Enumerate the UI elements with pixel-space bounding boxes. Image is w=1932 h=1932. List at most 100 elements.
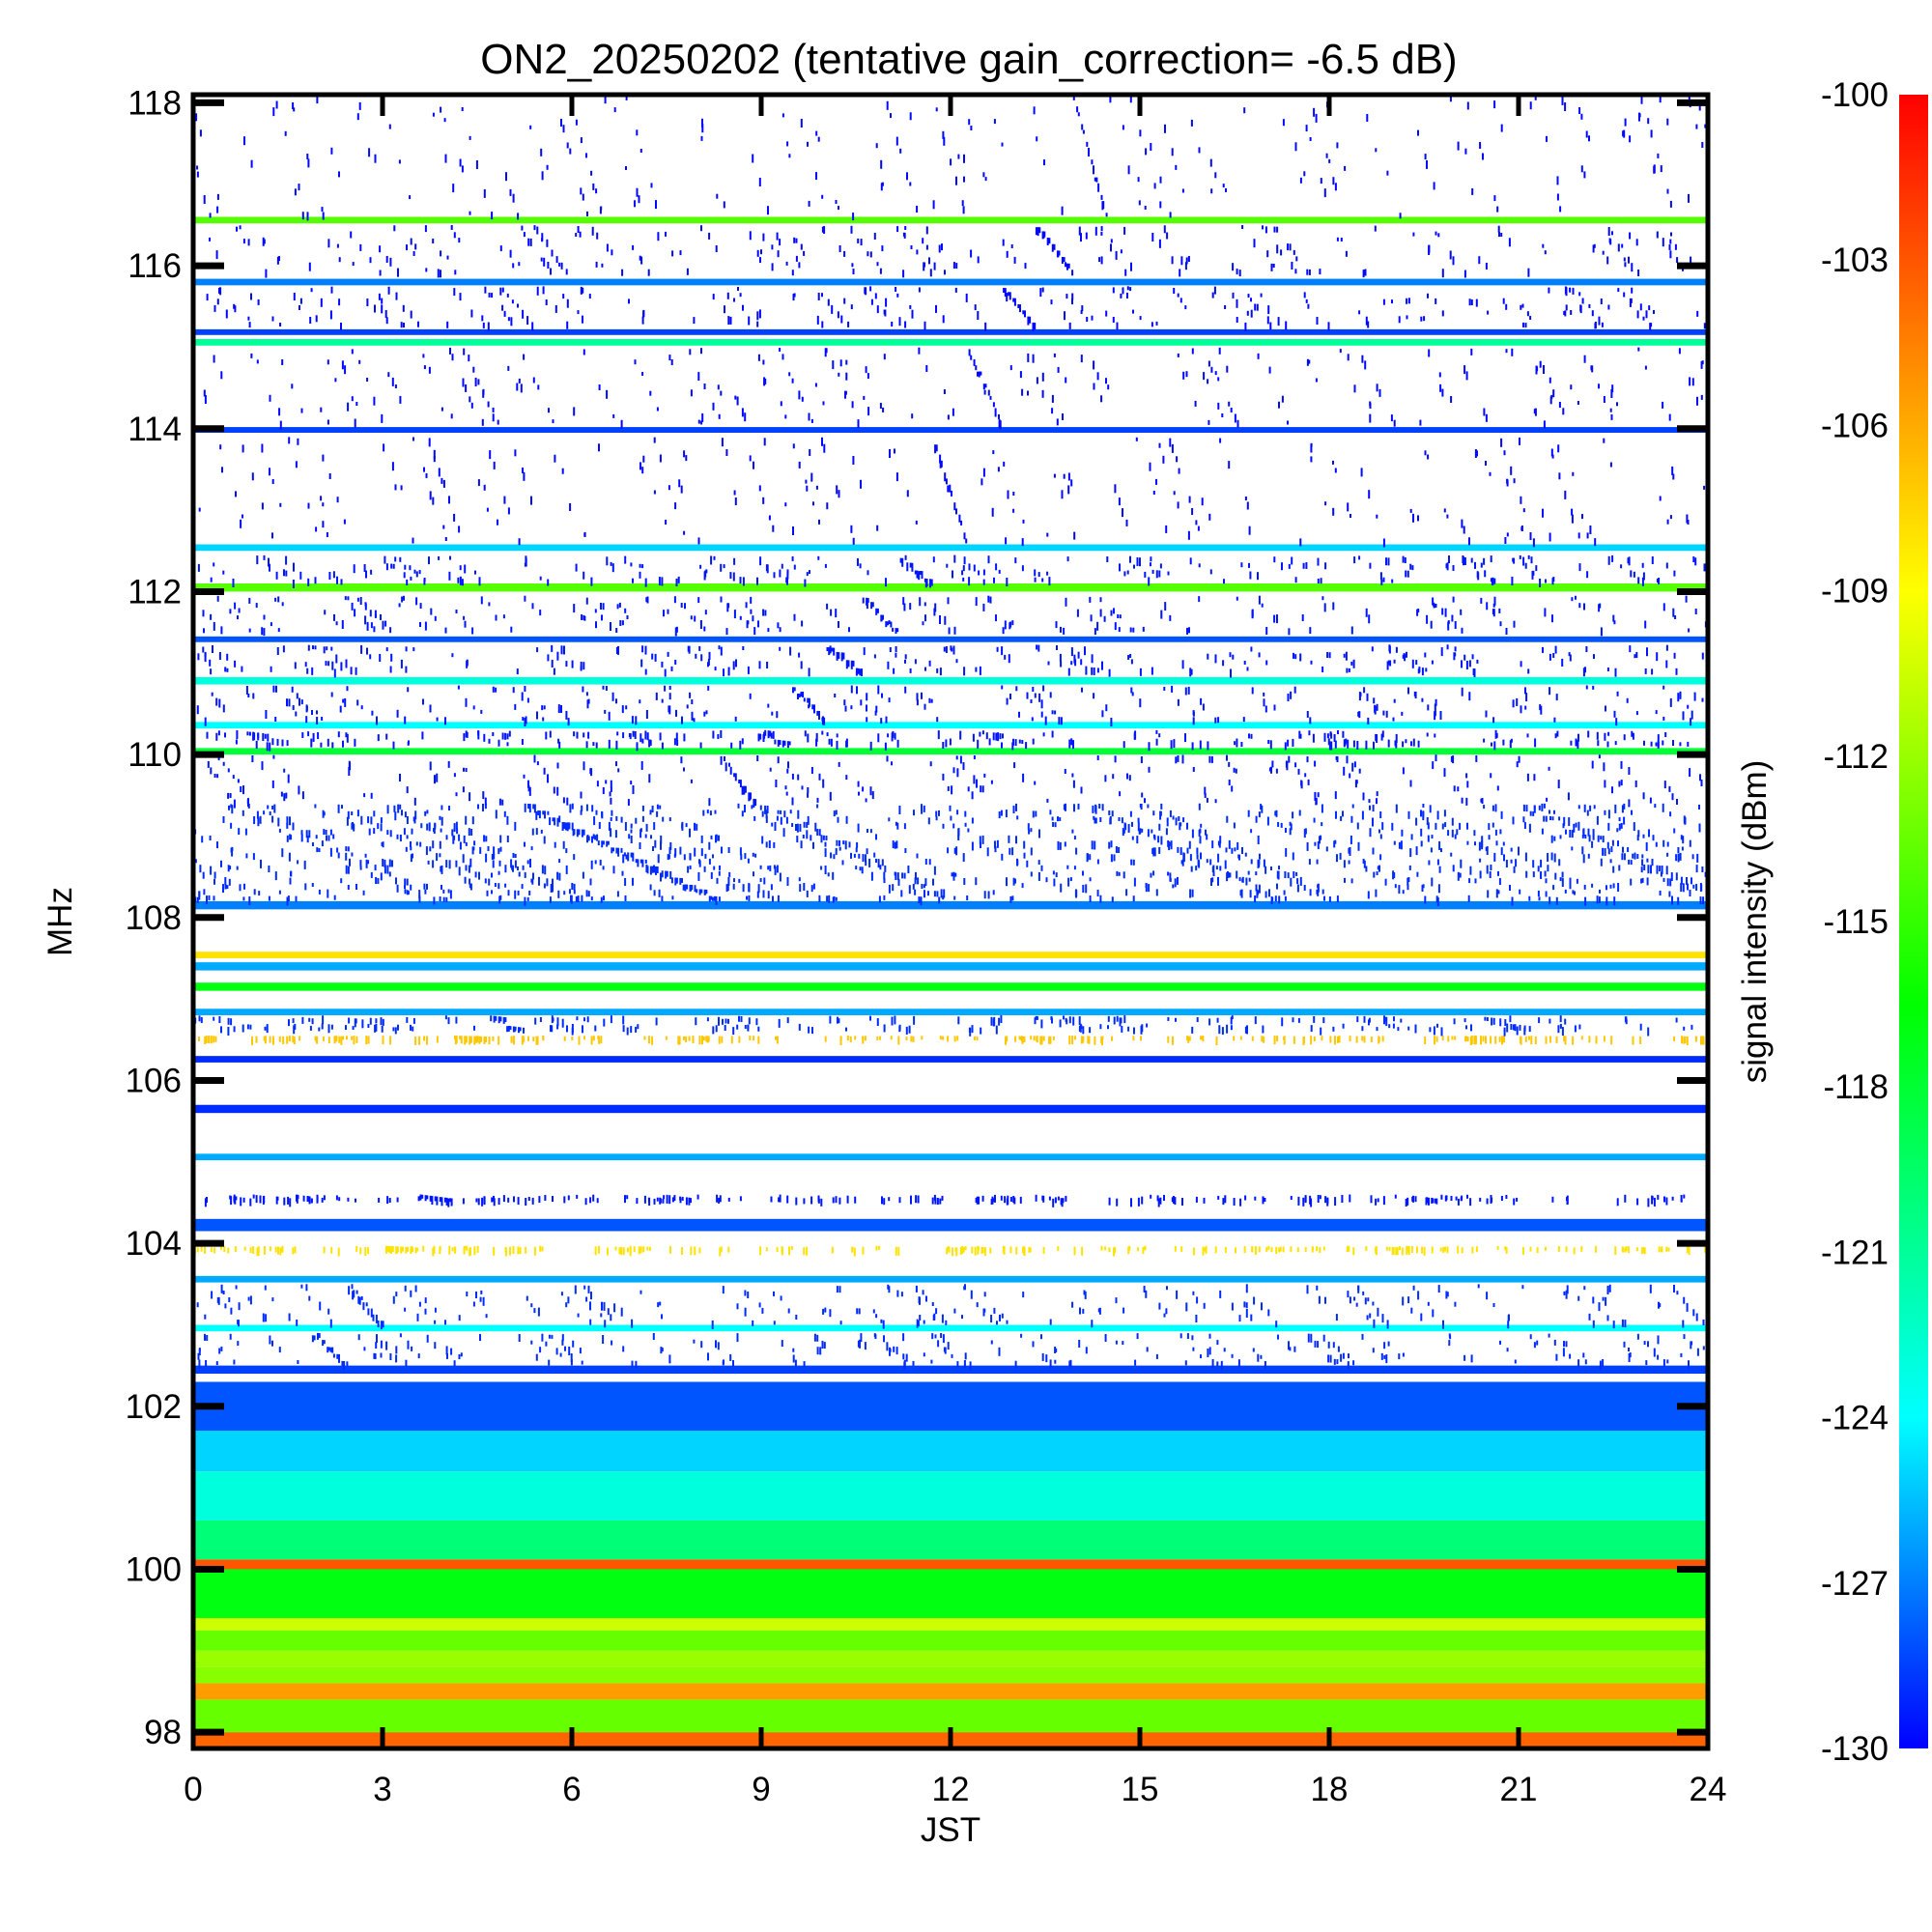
speckle: [1021, 538, 1024, 547]
speckle: [898, 1197, 901, 1204]
speckle: [1119, 791, 1122, 797]
speckle: [216, 774, 219, 779]
speckle: [203, 628, 205, 634]
speckle: [702, 1037, 705, 1041]
speckle: [294, 1023, 297, 1030]
speckle: [1208, 755, 1211, 763]
speckle: [220, 626, 223, 635]
speckle: [1577, 1295, 1580, 1301]
speckle: [629, 733, 632, 740]
speckle: [316, 717, 319, 724]
speckle: [363, 1347, 366, 1351]
speckle: [1196, 847, 1199, 855]
speckle: [700, 654, 703, 662]
speckle: [229, 866, 232, 870]
speckle: [348, 767, 351, 776]
speckle: [767, 703, 770, 708]
speckle: [1137, 1247, 1139, 1252]
speckle: [1026, 692, 1029, 699]
speckle: [767, 730, 770, 739]
speckle: [1478, 841, 1481, 851]
speckle: [1198, 803, 1201, 810]
speckle: [448, 571, 451, 581]
speckle: [780, 1295, 782, 1301]
speckle: [263, 628, 266, 637]
speckle: [592, 1194, 595, 1202]
speckle: [1355, 1036, 1358, 1043]
speckle: [530, 1303, 533, 1308]
speckle: [733, 610, 736, 619]
speckle: [1348, 668, 1350, 672]
speckle: [1702, 1036, 1705, 1045]
speckle: [230, 1307, 233, 1315]
speckle: [424, 810, 427, 816]
speckle: [679, 1196, 682, 1201]
speckle: [725, 449, 728, 456]
speckle: [1132, 895, 1135, 902]
speckle: [933, 866, 936, 875]
speckle: [598, 822, 601, 829]
speckle: [571, 1027, 574, 1036]
speckle: [1519, 889, 1521, 895]
speckle: [1465, 661, 1468, 669]
speckle: [715, 1340, 717, 1349]
speckle: [1686, 514, 1689, 524]
speckle: [683, 450, 686, 458]
speckle: [1504, 537, 1507, 544]
speckle: [1030, 1036, 1033, 1040]
speckle: [1558, 816, 1561, 821]
speckle: [1427, 704, 1430, 711]
speckle: [200, 1246, 203, 1252]
speckle: [1363, 687, 1366, 694]
speckle: [1179, 1333, 1182, 1339]
speckle: [1319, 1195, 1321, 1200]
speckle: [1113, 608, 1115, 614]
speckle: [327, 1037, 330, 1044]
speckle: [448, 496, 450, 504]
speckle: [590, 896, 593, 901]
speckle: [1379, 572, 1382, 581]
speckle: [257, 1247, 260, 1253]
speckle: [858, 1308, 861, 1315]
speckle: [1655, 710, 1658, 715]
speckle: [462, 854, 465, 864]
speckle: [198, 1349, 201, 1356]
speckle: [1665, 644, 1668, 651]
speckle: [1602, 847, 1605, 856]
speckle: [639, 842, 641, 849]
speckle: [1260, 804, 1263, 810]
speckle: [787, 1308, 790, 1314]
speckle: [646, 732, 649, 741]
speckle: [1104, 775, 1107, 782]
speckle: [1450, 852, 1453, 857]
speckle: [703, 711, 706, 717]
speckle: [995, 614, 997, 622]
speckle: [204, 717, 207, 726]
speckle: [1376, 791, 1378, 797]
speckle: [1480, 1036, 1482, 1045]
speckle: [807, 787, 810, 793]
speckle: [816, 797, 819, 803]
speckle: [1214, 371, 1217, 376]
speckle: [1294, 654, 1297, 660]
speckle: [234, 602, 237, 610]
speckle: [674, 848, 677, 857]
speckle: [463, 767, 465, 772]
speckle: [1479, 870, 1482, 879]
speckle: [385, 1245, 387, 1254]
speckle: [921, 571, 923, 580]
speckle: [514, 860, 517, 868]
speckle: [461, 579, 464, 586]
speckle: [1068, 1360, 1071, 1367]
speckle: [896, 1290, 899, 1297]
speckle: [1115, 846, 1118, 853]
speckle: [1334, 468, 1337, 473]
speckle: [1130, 659, 1133, 665]
speckle: [336, 497, 339, 503]
speckle: [413, 569, 416, 574]
speckle: [1435, 698, 1437, 706]
speckle: [1533, 1342, 1536, 1349]
band-speckle: [196, 1284, 1705, 1330]
speckle: [1492, 1017, 1495, 1025]
speckle: [480, 709, 483, 714]
